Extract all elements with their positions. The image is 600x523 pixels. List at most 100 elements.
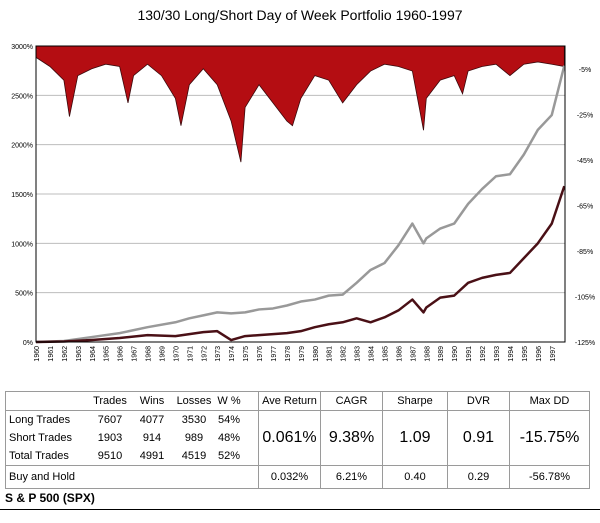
- strategy-row: Long Trades 7607 4077 3530 54% Short Tra…: [5, 410, 590, 466]
- left-axis-ticks: 3000% 2500% 2000% 1500% 1000% 500% 0%: [11, 44, 33, 347]
- x-tick-label: 1978: [285, 346, 292, 362]
- x-tick-label: 1981: [327, 346, 334, 362]
- cell-losses: 4519: [181, 450, 207, 462]
- cell-losses: 3530: [181, 414, 207, 426]
- header-max-dd: Max DD: [509, 391, 590, 411]
- x-tick-label: 1994: [508, 346, 515, 362]
- buy-hold-label: Buy and Hold: [5, 465, 259, 489]
- x-tick-label: 1975: [243, 346, 250, 362]
- value-sharpe: 1.09: [382, 410, 448, 466]
- x-tick-label: 1969: [159, 346, 166, 362]
- table-row: Long Trades 7607 4077 3530 54%: [6, 411, 258, 429]
- row-label: Total Trades: [9, 450, 69, 462]
- divider: [0, 509, 600, 510]
- x-tick-label: 1965: [104, 346, 111, 362]
- x-tick-label: 1982: [341, 346, 348, 362]
- x-tick-label: 1973: [215, 346, 222, 362]
- x-tick-label: 1972: [201, 346, 208, 362]
- header-wins: Wins: [139, 395, 165, 407]
- x-tick-label: 1985: [382, 346, 389, 362]
- x-tick-label: 1980: [313, 346, 320, 362]
- x-tick-label: 1962: [62, 346, 69, 362]
- chart-area: 3000% 2500% 2000% 1500% 1000% 500% 0% -5% -25% -…: [11, 44, 595, 362]
- x-axis-ticks: 1960 1961 1962 1963 1964 1965 1966 1967 1968 1969…: [34, 346, 557, 362]
- row-label: Long Trades: [9, 414, 71, 426]
- right-axis-ticks: -5% -25% -45% -65% -85% -105% -125%: [575, 67, 595, 347]
- y-right-tick-label: -105%: [575, 294, 595, 301]
- cell-losses: 989: [184, 432, 204, 444]
- x-tick-label: 1997: [550, 346, 557, 362]
- cell-win-pct: 52%: [217, 450, 241, 462]
- y-left-tick-label: 1500%: [11, 192, 33, 199]
- equity-line-grey: [35, 65, 566, 344]
- index-label: S & P 500 (SPX): [5, 491, 95, 505]
- y-right-tick-label: -5%: [579, 67, 591, 74]
- cell-trades: 7607: [97, 414, 123, 426]
- header-win-pct: W %: [217, 395, 241, 407]
- header-trades: Trades: [93, 395, 127, 407]
- cell-wins: 914: [142, 432, 162, 444]
- table-header-row: Trades Wins Losses W % Ave Return CAGR S…: [5, 391, 590, 411]
- bh-max-dd: -56.78%: [509, 465, 590, 489]
- y-right-tick-label: -85%: [577, 249, 593, 256]
- plot-frame: [35, 45, 566, 343]
- chart-title: 130/30 Long/Short Day of Week Portfolio …: [137, 7, 463, 23]
- bh-ave-return: 0.032%: [258, 465, 321, 489]
- trade-stats-header: Trades Wins Losses W %: [5, 391, 259, 411]
- x-tick-label: 1974: [229, 346, 236, 362]
- x-tick-label: 1976: [257, 346, 264, 362]
- stats-table: Trades Wins Losses W % Ave Return CAGR S…: [5, 391, 590, 489]
- row-label: Short Trades: [9, 432, 72, 444]
- x-tick-label: 1992: [480, 346, 487, 362]
- x-tick-label: 1986: [396, 346, 403, 362]
- header-dvr: DVR: [447, 391, 510, 411]
- x-tick-label: 1984: [369, 346, 376, 362]
- row-label: Buy and Hold: [9, 471, 76, 483]
- x-tick-label: 1989: [438, 346, 445, 362]
- cell-trades: 9510: [97, 450, 123, 462]
- equity-line-layer: [35, 65, 566, 344]
- x-tick-label: 1977: [271, 346, 278, 362]
- equity-line-dark: [35, 185, 566, 344]
- buy-hold-row: Buy and Hold 0.032% 6.21% 0.40 0.29 -56.…: [5, 465, 590, 489]
- y-right-tick-label: -45%: [577, 158, 593, 165]
- x-tick-label: 1996: [536, 346, 543, 362]
- bh-sharpe: 0.40: [382, 465, 448, 489]
- cell-win-pct: 54%: [217, 414, 241, 426]
- value-max-dd: -15.75%: [509, 410, 590, 466]
- x-tick-label: 1988: [424, 346, 431, 362]
- x-tick-label: 1995: [522, 346, 529, 362]
- x-tick-label: 1961: [48, 346, 55, 362]
- header-sharpe: Sharpe: [382, 391, 448, 411]
- header-cagr: CAGR: [320, 391, 383, 411]
- cell-trades: 1903: [97, 432, 123, 444]
- x-tick-label: 1968: [146, 346, 153, 362]
- x-tick-label: 1960: [34, 346, 41, 362]
- x-tick-label: 1983: [355, 346, 362, 362]
- y-right-tick-label: -25%: [577, 112, 593, 119]
- y-left-tick-label: 2500%: [11, 93, 33, 100]
- drawdown-area-layer: [35, 45, 565, 163]
- y-left-tick-label: 1000%: [11, 241, 33, 248]
- drawdown-area: [35, 45, 565, 163]
- cell-wins: 4077: [139, 414, 165, 426]
- table-row: Total Trades 9510 4991 4519 52%: [6, 447, 258, 465]
- x-tick-label: 1993: [494, 346, 501, 362]
- trade-breakdown: Long Trades 7607 4077 3530 54% Short Tra…: [5, 410, 259, 466]
- value-ave-return: 0.061%: [258, 410, 321, 466]
- x-tick-label: 1990: [452, 346, 459, 362]
- table-row: Short Trades 1903 914 989 48%: [6, 429, 258, 447]
- x-tick-label: 1964: [90, 346, 97, 362]
- y-left-tick-label: 0%: [23, 340, 33, 347]
- header-ave-return: Ave Return: [258, 391, 321, 411]
- y-left-tick-label: 500%: [15, 291, 33, 298]
- y-left-tick-label: 2000%: [11, 143, 33, 150]
- x-tick-label: 1967: [132, 346, 139, 362]
- y-left-tick-label: 3000%: [11, 44, 33, 51]
- value-cagr: 9.38%: [320, 410, 383, 466]
- x-tick-label: 1970: [173, 346, 180, 362]
- x-tick-label: 1971: [187, 346, 194, 362]
- x-tick-label: 1979: [299, 346, 306, 362]
- cell-wins: 4991: [139, 450, 165, 462]
- x-tick-label: 1987: [410, 346, 417, 362]
